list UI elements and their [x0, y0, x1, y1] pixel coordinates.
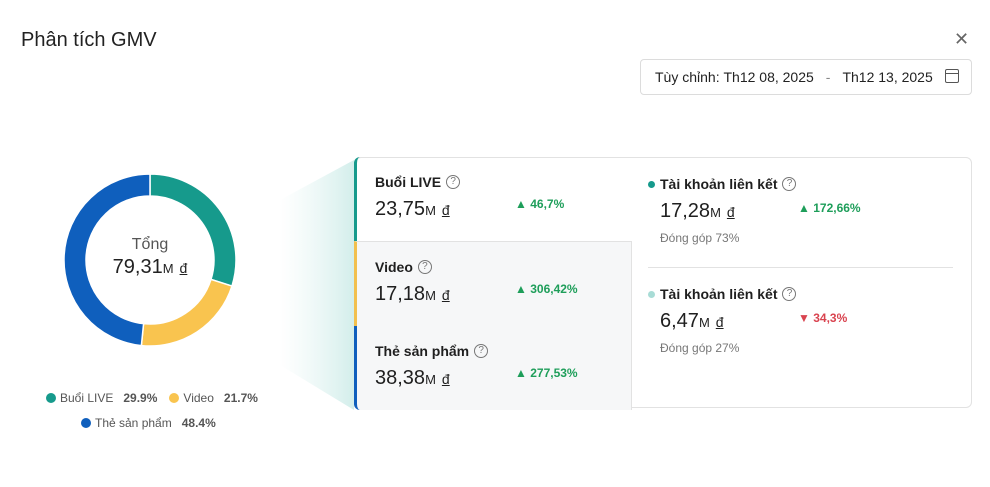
segment-live[interactable]: Buổi LIVE? 23,75M đ ▲ 46,7% [354, 157, 632, 242]
donut-slice-2[interactable] [64, 174, 151, 346]
segment-label: Thẻ sản phẩm [375, 343, 470, 359]
account-change: ▼ 34,3% [798, 311, 848, 325]
segment-value: 38,38M đ [375, 367, 450, 389]
help-icon[interactable]: ? [782, 287, 797, 301]
legend-pct-card: 48.4% [181, 416, 216, 430]
segment-change: ▲ 277,53% [515, 366, 578, 380]
segment-value: 23,75M đ [375, 198, 450, 220]
date-start: Th12 08, 2025 [723, 69, 814, 85]
account-contribution: Đóng góp 73% [660, 231, 740, 245]
segment-label: Buổi LIVE [375, 174, 442, 190]
segment-label: Video [375, 259, 413, 275]
help-icon[interactable]: ? [782, 177, 797, 191]
date-range-label: Tùy chỉnh: [655, 69, 720, 85]
legend-dot-video [169, 393, 180, 403]
donut-center-label: Tổng [131, 236, 169, 253]
account-value: 17,28M đ [660, 200, 735, 222]
segment-value: 17,18M đ [375, 283, 450, 305]
segment-change: ▲ 46,7% [515, 197, 565, 211]
divider [648, 267, 953, 268]
segment-change: ▲ 306,42% [515, 282, 578, 296]
help-icon[interactable]: ? [474, 344, 489, 358]
account-label: Tài khoản liên kết [660, 176, 778, 192]
linked-account-1: Tài khoản liên kết? 17,28M đ ▲ 172,66% Đó… [648, 176, 953, 245]
legend-label-live: Buổi LIVE [60, 391, 114, 405]
calendar-icon [945, 69, 959, 83]
legend-pct-video: 21.7% [223, 391, 258, 405]
legend: Buổi LIVE 29.9% Video 21.7% [46, 391, 258, 405]
help-icon[interactable]: ? [446, 175, 461, 189]
legend-pct-live: 29.9% [123, 391, 158, 405]
page-title: Phân tích GMV [21, 29, 157, 51]
legend-label-video: Video [183, 391, 214, 405]
legend-label-card: Thẻ sản phẩm [95, 416, 172, 430]
legend-dot-card [81, 418, 91, 428]
gmv-donut-chart [64, 174, 236, 346]
help-icon[interactable]: ? [417, 260, 432, 274]
date-end: Th12 13, 2025 [842, 69, 933, 85]
segment-video[interactable]: Video? 17,18M đ ▲ 306,42% [354, 241, 632, 326]
donut-slice-1[interactable] [140, 278, 233, 346]
close-icon[interactable]: ✕ [954, 29, 970, 49]
donut-center: Tổng 79,31M đ [100, 236, 200, 279]
account-contribution: Đóng góp 27% [660, 341, 740, 355]
account-change: ▲ 172,66% [798, 201, 861, 215]
date-range-picker[interactable]: Tùy chỉnh: Th12 08, 2025 - Th12 13, 2025 [640, 59, 972, 95]
linked-account-2: Tài khoản liên kết? 6,47M đ ▼ 34,3% Đóng … [648, 286, 953, 355]
legend-dot-live [46, 393, 56, 403]
account-value: 6,47M đ [660, 310, 724, 332]
account-label: Tài khoản liên kết [660, 286, 778, 302]
funnel-connector [280, 160, 354, 410]
donut-total: 79,31M đ [112, 256, 188, 278]
segment-product-card[interactable]: Thẻ sản phẩm? 38,38M đ ▲ 277,53% [354, 326, 632, 410]
account-dot [648, 180, 655, 188]
date-separator: - [825, 69, 831, 85]
account-dot [648, 290, 655, 298]
legend-row-2: Thẻ sản phẩm 48.4% [81, 416, 216, 430]
